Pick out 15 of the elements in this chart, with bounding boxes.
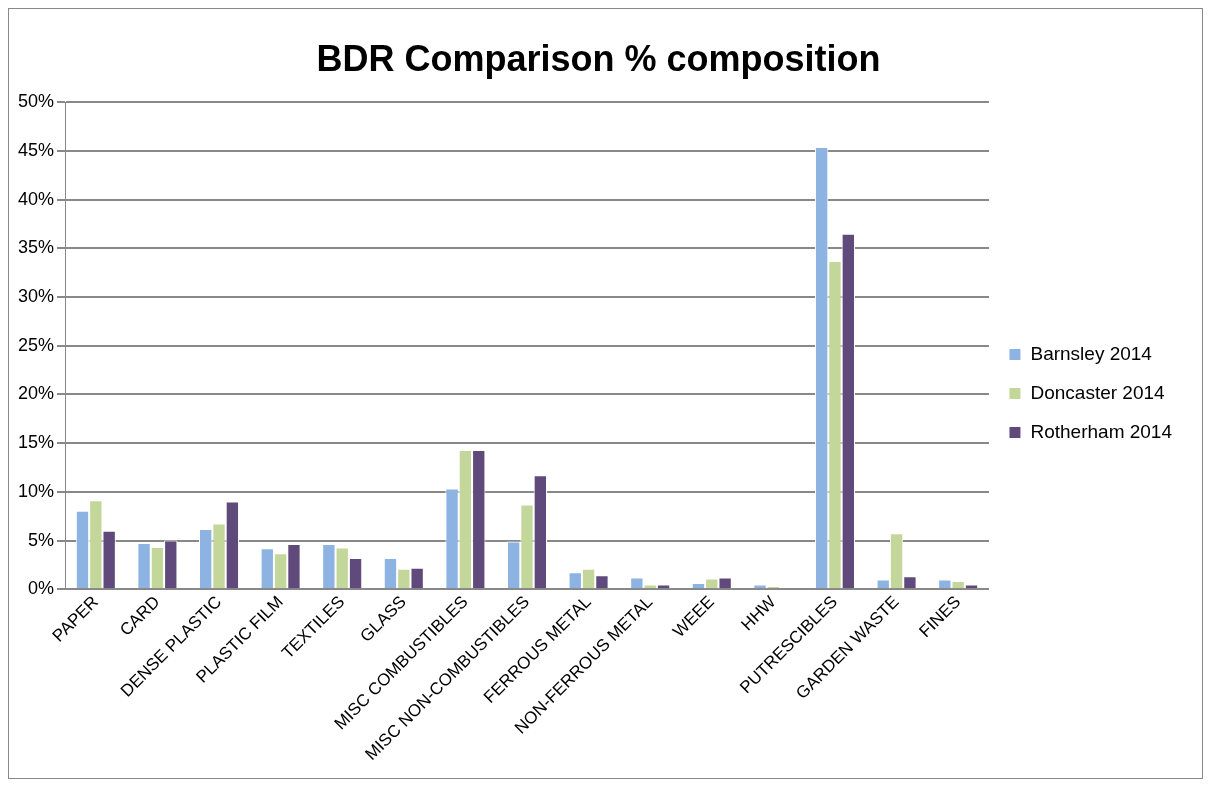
y-tick-label: 15% [18, 432, 55, 453]
y-tick-label: 30% [18, 286, 55, 306]
y-tick-label: 35% [18, 237, 55, 258]
y-tick-label: 0% [28, 578, 55, 599]
y-tick-label: 40% [18, 188, 55, 209]
legend-label: Doncaster 2014 [1030, 381, 1166, 403]
y-tick-label: 45% [18, 139, 55, 160]
y-tick-label: 25% [18, 334, 55, 355]
y-tick-label: 20% [18, 383, 55, 404]
y-tick-label: 10% [18, 480, 55, 501]
chart-title: BDR Comparison % composition [316, 37, 881, 79]
legend-label: Rotherham 2014 [1030, 420, 1173, 442]
y-tick-label: 5% [28, 529, 55, 550]
y-tick-label: 50% [18, 91, 55, 112]
legend-label: Barnsley 2014 [1030, 342, 1153, 364]
